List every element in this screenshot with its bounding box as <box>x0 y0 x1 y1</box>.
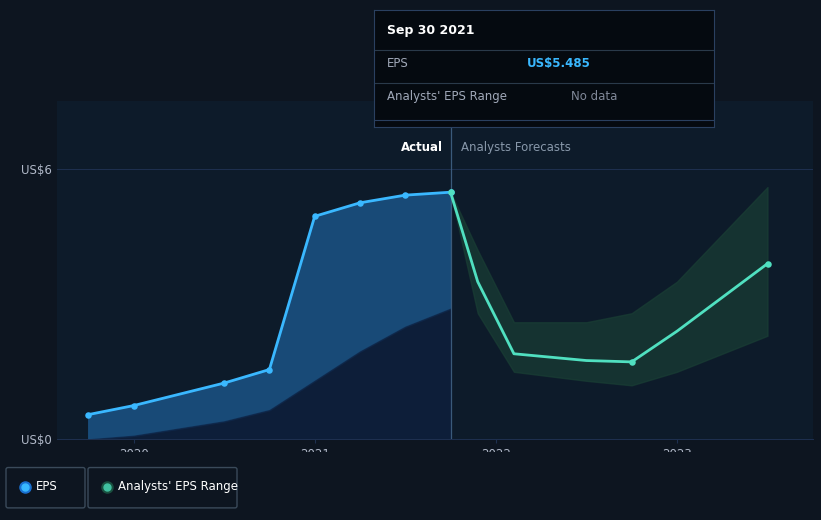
Text: Actual: Actual <box>401 141 443 154</box>
Point <box>263 366 276 374</box>
Point <box>399 191 412 199</box>
Point <box>625 358 638 366</box>
FancyBboxPatch shape <box>88 467 237 508</box>
Text: EPS: EPS <box>388 57 409 70</box>
Text: Analysts' EPS Range: Analysts' EPS Range <box>388 90 507 103</box>
FancyBboxPatch shape <box>6 467 85 508</box>
Point <box>308 212 321 220</box>
Point <box>444 188 457 197</box>
Point <box>353 199 366 207</box>
Text: Analysts' EPS Range: Analysts' EPS Range <box>118 480 238 493</box>
Point <box>761 259 774 268</box>
Point <box>444 188 457 197</box>
Text: No data: No data <box>571 90 617 103</box>
Point <box>218 379 231 387</box>
Point <box>82 410 95 419</box>
Text: US$5.485: US$5.485 <box>527 57 591 70</box>
Text: Analysts Forecasts: Analysts Forecasts <box>461 141 571 154</box>
Point <box>127 401 140 410</box>
Text: Sep 30 2021: Sep 30 2021 <box>388 24 475 37</box>
Text: EPS: EPS <box>36 480 57 493</box>
